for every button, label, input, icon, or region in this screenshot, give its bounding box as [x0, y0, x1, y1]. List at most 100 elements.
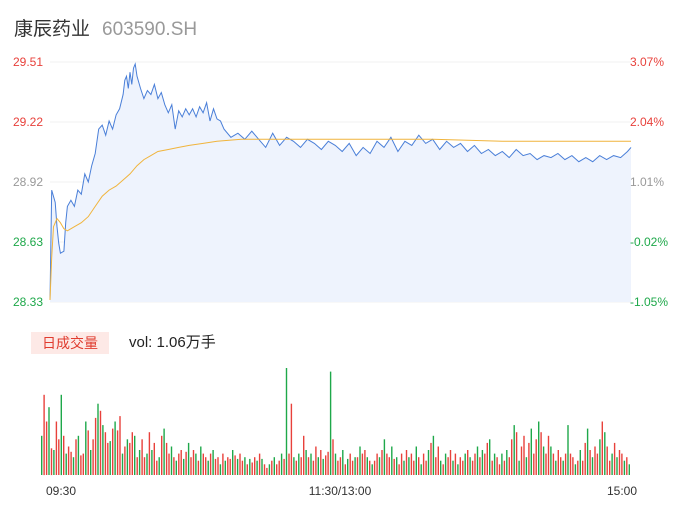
price-tick-label: 29.51: [13, 55, 43, 69]
volume-bar: [165, 442, 168, 475]
volume-bar: [386, 453, 388, 475]
volume-bar: [418, 457, 420, 475]
volume-bar: [351, 460, 354, 475]
volume-bar: [606, 446, 608, 475]
volume-bar: [457, 464, 459, 475]
volume-bar: [266, 467, 268, 475]
volume-bar: [67, 446, 70, 475]
volume-bar: [369, 460, 371, 475]
volume-bar: [295, 460, 297, 475]
percent-tick-label: -0.02%: [630, 235, 668, 249]
volume-bar: [129, 442, 131, 475]
volume-bar: [168, 453, 170, 475]
volume-bar: [315, 446, 317, 475]
volume-bar: [469, 457, 471, 475]
volume-bar: [136, 457, 138, 475]
volume-bar: [41, 435, 43, 475]
volume-bar: [85, 421, 87, 475]
volume-bar: [256, 460, 258, 475]
volume-bar: [621, 453, 623, 475]
volume-bar: [425, 460, 427, 475]
volume-bar: [197, 460, 200, 475]
volume-bar: [234, 455, 236, 475]
volume-bar: [97, 403, 99, 475]
volume-bar: [560, 457, 562, 475]
volume-bar: [138, 450, 141, 475]
volume-bar: [244, 457, 246, 475]
percent-tick-label: 2.04%: [630, 115, 664, 129]
volume-bar: [489, 439, 491, 475]
volume-value: 1.06万手: [156, 334, 216, 351]
volume-bar: [190, 457, 192, 475]
volume-bar: [410, 453, 413, 475]
volume-bar: [227, 457, 229, 475]
volume-bar: [613, 442, 616, 475]
volume-bar: [312, 460, 315, 475]
volume-bar: [278, 460, 280, 475]
volume-bar: [55, 421, 58, 475]
volume-bar: [550, 446, 552, 475]
volume-bar: [356, 457, 359, 475]
volume-bar: [126, 439, 129, 475]
volume-bar: [498, 464, 501, 475]
volume-bar: [396, 457, 398, 475]
volume-bar: [523, 435, 525, 475]
volume-bar: [520, 446, 523, 475]
percent-tick-label: 1.01%: [630, 175, 664, 189]
volume-bar: [146, 453, 148, 475]
volume-bar: [290, 403, 293, 475]
volume-bar: [609, 460, 611, 475]
volume-bar: [325, 455, 327, 475]
volume-bar: [540, 432, 542, 475]
volume-bar: [393, 458, 395, 475]
daily-volume-tab[interactable]: 日成交量: [31, 332, 109, 354]
volume-bar: [285, 368, 288, 475]
volume-bar: [604, 432, 606, 475]
volume-bar: [513, 425, 515, 475]
volume-bar: [442, 464, 444, 475]
volume-bar: [317, 457, 319, 475]
volume-bar: [427, 450, 430, 475]
volume-bar: [60, 394, 62, 476]
volume-bar: [329, 371, 332, 475]
volume-bar: [459, 457, 461, 475]
volume-bar: [405, 450, 408, 475]
time-tick-label: 09:30: [46, 484, 76, 498]
volume-bar: [594, 446, 596, 475]
volume-bar: [422, 453, 425, 475]
volume-bar: [616, 457, 618, 475]
volume-bar: [373, 460, 376, 475]
volume-bar: [119, 416, 121, 475]
volume-bar: [58, 439, 60, 475]
volume-bar: [310, 453, 312, 475]
volume-bar: [618, 450, 621, 475]
volume-bar: [486, 442, 488, 475]
volume-bar: [432, 435, 435, 475]
volume-bar: [258, 453, 261, 475]
volume-bar: [503, 460, 506, 475]
volume-bar: [415, 446, 417, 475]
volume-bar: [214, 458, 217, 475]
volume-bar: [542, 446, 545, 475]
volume-bar: [246, 464, 248, 475]
volume-bar: [567, 425, 569, 475]
volume-bar: [148, 432, 151, 475]
volume-bar: [249, 458, 251, 475]
volume-bar: [413, 460, 415, 475]
volume-bar: [381, 450, 383, 475]
volume-bar: [261, 458, 263, 475]
volume-bar: [420, 464, 422, 475]
volume-bar: [161, 435, 163, 475]
volume-bar: [183, 458, 185, 475]
volume-bar: [92, 439, 94, 475]
volume-bar: [288, 453, 290, 475]
volume-bar: [555, 460, 557, 475]
volume-readout: vol: 1.06万手: [129, 332, 216, 354]
volume-bar: [337, 460, 339, 475]
volume-bar: [376, 453, 378, 475]
volume-bar: [452, 460, 454, 475]
volume-bar: [403, 460, 405, 475]
volume-bar: [440, 460, 442, 475]
volume-bar: [476, 446, 479, 475]
price-tick-label: 28.92: [13, 175, 43, 189]
